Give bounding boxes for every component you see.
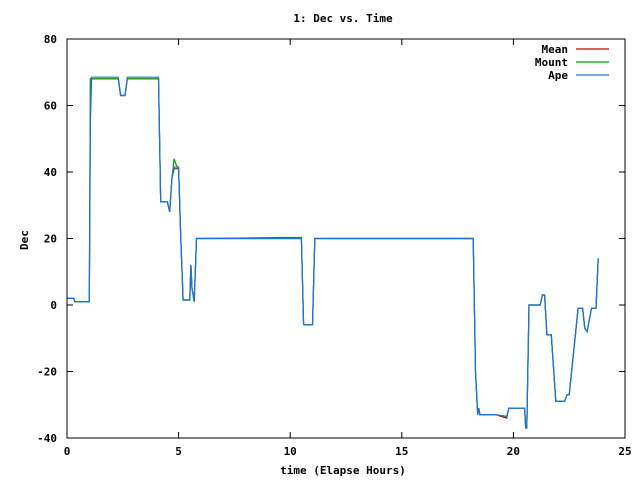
y-tick-label: -40 (37, 432, 57, 445)
x-tick-label: 5 (175, 445, 182, 458)
y-tick-label: 20 (44, 233, 57, 246)
series-lines (67, 76, 599, 429)
chart-title: 1: Dec vs. Time (293, 12, 393, 25)
x-tick-label: 25 (618, 445, 631, 458)
y-tick-label: 40 (44, 166, 57, 179)
series-line-mean (67, 78, 599, 429)
y-tick-label: 80 (44, 33, 57, 46)
y-axis-label: Dec (18, 230, 31, 250)
y-tick-label: 0 (50, 299, 57, 312)
legend-label-mount: Mount (535, 56, 568, 69)
x-tick-label: 10 (284, 445, 297, 458)
legend-label-mean: Mean (542, 43, 569, 56)
x-axis-label: time (Elapse Hours) (280, 464, 406, 477)
y-tick-label: 60 (44, 100, 57, 113)
plot-frame (66, 38, 626, 439)
axis-ticks: 0 5 10 15 20 25 -40 -20 0 20 40 60 80 (37, 33, 632, 458)
x-tick-label: 15 (395, 445, 408, 458)
y-tick-label: -20 (37, 366, 57, 379)
series-line-ape (67, 76, 599, 429)
x-tick-label: 20 (507, 445, 520, 458)
x-tick-label: 0 (64, 445, 71, 458)
legend-label-ape: Ape (548, 69, 568, 82)
series-line-mount (67, 78, 599, 429)
